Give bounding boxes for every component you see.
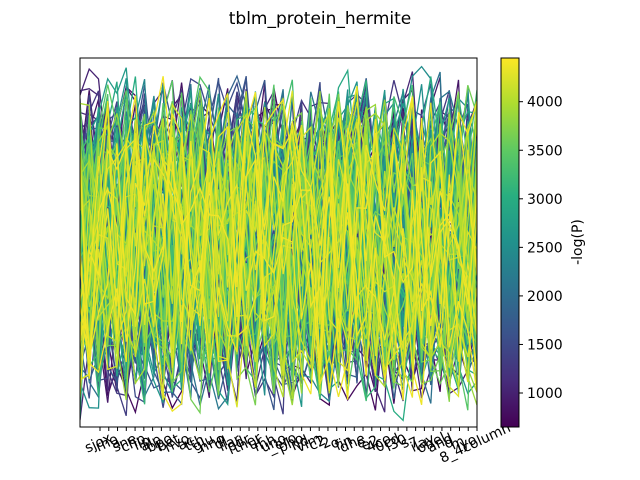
x-tick-label: m xyxy=(448,433,467,453)
colorbar-tick-label: 2500 xyxy=(527,240,563,256)
series-line xyxy=(80,122,477,408)
series-line xyxy=(80,93,477,400)
colorbar-tick-label: 1500 xyxy=(527,337,563,353)
x-tick-label: lip xyxy=(131,433,153,455)
x-tick-label: c2 xyxy=(307,433,329,455)
colorbar-ticks: 1000 1500 2000 2500 3000 3500 4000 xyxy=(519,95,563,402)
series-line xyxy=(80,91,477,394)
x-tick-label: tth xyxy=(182,432,207,455)
x-tick-label: iyo xyxy=(454,432,480,455)
series-line xyxy=(80,90,477,398)
series-line xyxy=(80,85,477,398)
series-line xyxy=(80,97,477,398)
x-tick-label: ac xyxy=(175,433,197,454)
plot-frame xyxy=(79,57,478,428)
x-tick-label: dl xyxy=(212,433,230,453)
colorbar-tick-label: 3000 xyxy=(527,192,563,208)
colorbar xyxy=(500,57,520,428)
chart-title: tblm_protein_hermite xyxy=(229,9,412,29)
colorbar-label: -log(P) xyxy=(570,219,586,265)
series-line xyxy=(80,76,477,401)
series-line xyxy=(80,101,477,376)
colorbar-tick-label: 4000 xyxy=(527,95,563,111)
series-line xyxy=(80,101,477,376)
x-tick-label: ur xyxy=(246,433,266,454)
series-line xyxy=(80,96,477,368)
series-line xyxy=(80,104,477,413)
plot-lines xyxy=(80,65,477,422)
x-tick-label: e2 xyxy=(359,432,382,454)
colorbar-tick-label: 1000 xyxy=(527,386,563,402)
colorbar-tick-label: 2000 xyxy=(527,289,563,305)
x-tick-label: fin xyxy=(332,432,355,454)
series-line xyxy=(80,91,477,398)
colorbar-tick-label: 3500 xyxy=(527,143,563,159)
x-tick-label: nd xyxy=(289,432,312,454)
